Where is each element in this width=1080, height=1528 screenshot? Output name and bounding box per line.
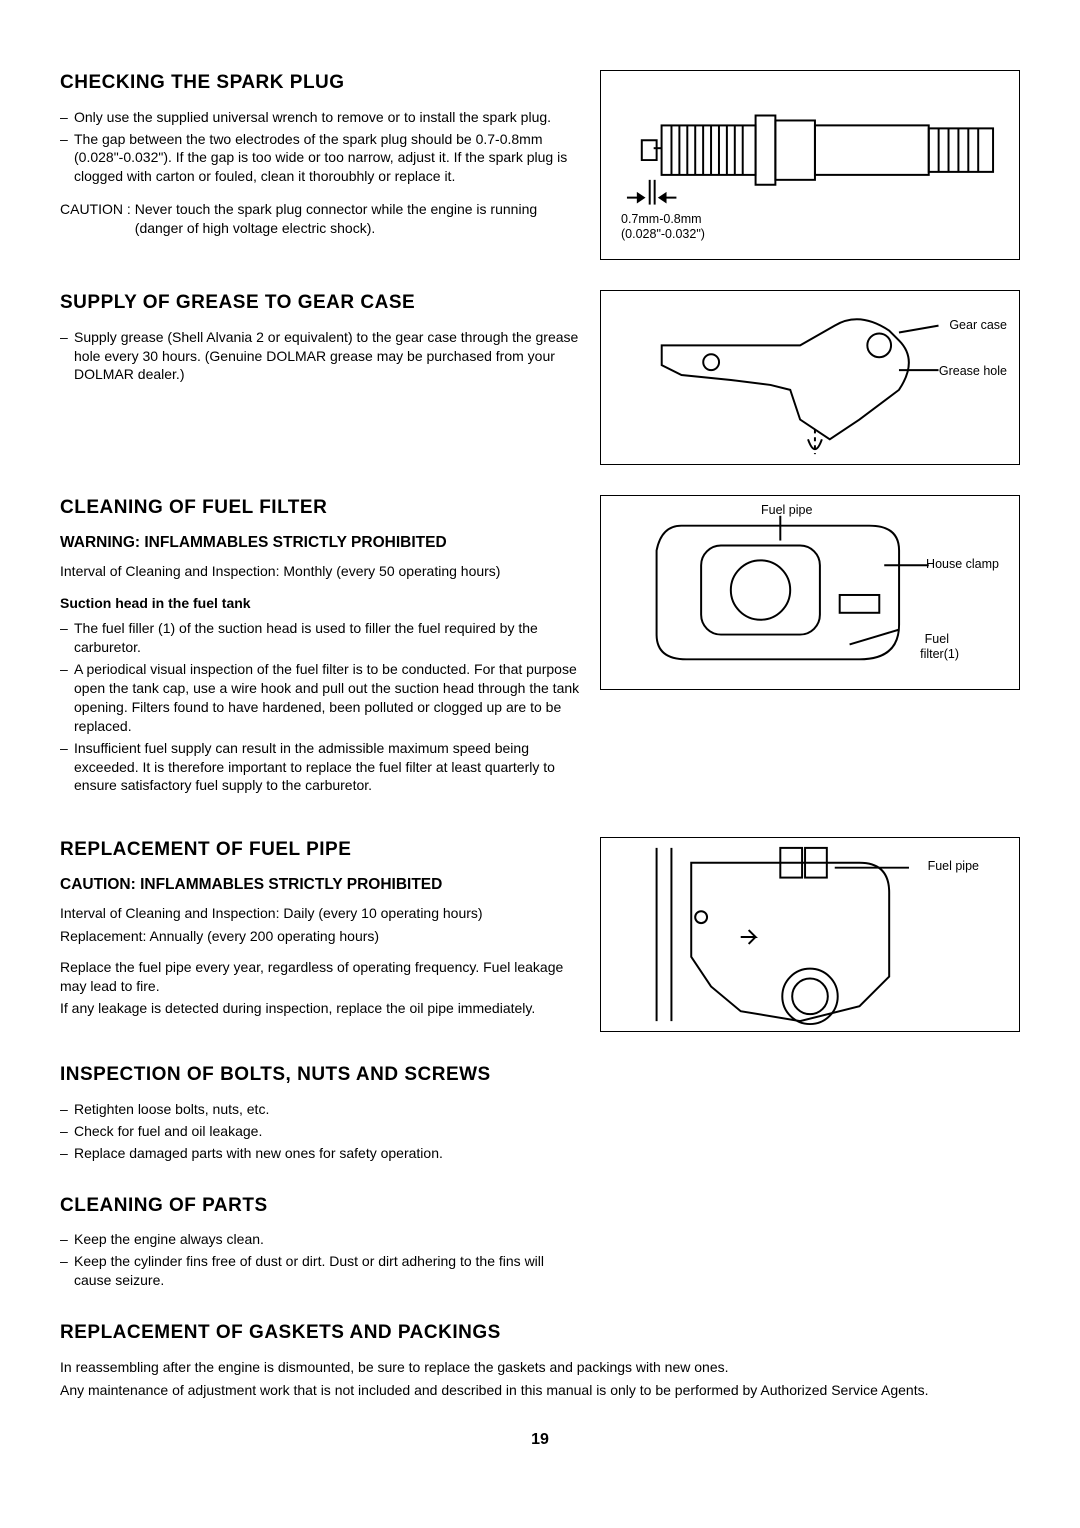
- spark-fig-label: (0.028"-0.032"): [621, 226, 705, 243]
- grease-heading: SUPPLY OF GREASE TO GEAR CASE: [60, 290, 580, 316]
- caution-text: Never touch the spark plug connector whi…: [135, 200, 580, 238]
- fuelfilter-text: CLEANING OF FUEL FILTER WARNING: INFLAMM…: [60, 495, 580, 807]
- gaskets-para2: Any maintenance of adjustment work that …: [60, 1381, 1020, 1400]
- section-bolts: INSPECTION OF BOLTS, NUTS AND SCREWS Ret…: [60, 1062, 1020, 1162]
- cleaning-heading: CLEANING OF PARTS: [60, 1193, 1020, 1219]
- fuelpipe-interval2: Replacement: Annually (every 200 operati…: [60, 927, 580, 946]
- fuelfilter-sub2: Suction head in the fuel tank: [60, 594, 580, 613]
- fuelfilter-item: A periodical visual inspection of the fu…: [60, 660, 580, 736]
- fuelfilter-interval: Interval of Cleaning and Inspection: Mon…: [60, 562, 580, 581]
- spark-caution: CAUTION : Never touch the spark plug con…: [60, 200, 580, 238]
- grease-figure: Gear case Grease hole: [600, 290, 1020, 465]
- cleaning-item: Keep the engine always clean.: [60, 1230, 580, 1249]
- fuelpipe-sub: CAUTION: INFLAMMABLES STRICTLY PROHIBITE…: [60, 875, 580, 896]
- bolts-item: Check for fuel and oil leakage.: [60, 1122, 1020, 1141]
- section-fuelfilter: CLEANING OF FUEL FILTER WARNING: INFLAMM…: [60, 495, 1020, 807]
- fuelpipe-figure-col: Fuel pipe: [600, 837, 1020, 1032]
- fuelfilter-item: Insufficient fuel supply can result in t…: [60, 739, 580, 796]
- grease-text: SUPPLY OF GREASE TO GEAR CASE Supply gre…: [60, 290, 580, 465]
- spark-list: Only use the supplied universal wrench t…: [60, 108, 580, 187]
- fuelpipe-interval1: Interval of Cleaning and Inspection: Dai…: [60, 904, 580, 923]
- caution-label: CAUTION :: [60, 200, 135, 238]
- fuelfilter-figure: Fuel pipe House clamp Fuel filter(1): [600, 495, 1020, 690]
- page-number: 19: [60, 1429, 1020, 1451]
- fuelpipe-fig-label: Fuel pipe: [928, 858, 979, 875]
- spark-heading: CHECKING THE SPARK PLUG: [60, 70, 580, 96]
- spark-item: Only use the supplied universal wrench t…: [60, 108, 580, 127]
- section-spark: CHECKING THE SPARK PLUG Only use the sup…: [60, 70, 1020, 260]
- bolts-item: Replace damaged parts with new ones for …: [60, 1144, 1020, 1163]
- gaskets-para1: In reassembling after the engine is dism…: [60, 1358, 1020, 1377]
- grease-list: Supply grease (Shell Alvania 2 or equiva…: [60, 328, 580, 385]
- section-gaskets: REPLACEMENT OF GASKETS AND PACKINGS In r…: [60, 1320, 1020, 1399]
- cleaning-item: Keep the cylinder fins free of dust or d…: [60, 1252, 580, 1290]
- section-fuelpipe: REPLACEMENT OF FUEL PIPE CAUTION: INFLAM…: [60, 837, 1020, 1032]
- fuelpipe-para2: If any leakage is detected during inspec…: [60, 999, 580, 1018]
- grease-fig-label: Grease hole: [939, 363, 1007, 380]
- fuelfilter-fig-label: filter(1): [920, 646, 959, 663]
- fuelfilter-sub: WARNING: INFLAMMABLES STRICTLY PROHIBITE…: [60, 533, 580, 554]
- spark-figure-col: 0.7mm-0.8mm (0.028"-0.032"): [600, 70, 1020, 260]
- fuelpipe-text: REPLACEMENT OF FUEL PIPE CAUTION: INFLAM…: [60, 837, 580, 1032]
- fuelfilter-figure-col: Fuel pipe House clamp Fuel filter(1): [600, 495, 1020, 807]
- fuelfilter-heading: CLEANING OF FUEL FILTER: [60, 495, 580, 521]
- grease-figure-col: Gear case Grease hole: [600, 290, 1020, 465]
- fuelfilter-fig-label: Fuel pipe: [761, 502, 812, 519]
- spark-figure: 0.7mm-0.8mm (0.028"-0.032"): [600, 70, 1020, 260]
- section-grease: SUPPLY OF GREASE TO GEAR CASE Supply gre…: [60, 290, 1020, 465]
- fuelfilter-fig-label: House clamp: [926, 556, 999, 573]
- spark-text: CHECKING THE SPARK PLUG Only use the sup…: [60, 70, 580, 260]
- gaskets-heading: REPLACEMENT OF GASKETS AND PACKINGS: [60, 1320, 1020, 1346]
- bolts-list: Retighten loose bolts, nuts, etc. Check …: [60, 1100, 1020, 1163]
- spark-item: The gap between the two electrodes of th…: [60, 130, 580, 187]
- bolts-heading: INSPECTION OF BOLTS, NUTS AND SCREWS: [60, 1062, 1020, 1088]
- fuelpipe-heading: REPLACEMENT OF FUEL PIPE: [60, 837, 580, 863]
- cleaning-list: Keep the engine always clean. Keep the c…: [60, 1230, 580, 1290]
- bolts-item: Retighten loose bolts, nuts, etc.: [60, 1100, 1020, 1119]
- fuelpipe-figure: Fuel pipe: [600, 837, 1020, 1032]
- fuelfilter-list: The fuel filler (1) of the suction head …: [60, 619, 580, 795]
- fuelpipe-para1: Replace the fuel pipe every year, regard…: [60, 958, 580, 996]
- grease-item: Supply grease (Shell Alvania 2 or equiva…: [60, 328, 580, 385]
- section-cleaning: CLEANING OF PARTS Keep the engine always…: [60, 1193, 1020, 1290]
- grease-fig-label: Gear case: [949, 317, 1007, 334]
- fuelfilter-item: The fuel filler (1) of the suction head …: [60, 619, 580, 657]
